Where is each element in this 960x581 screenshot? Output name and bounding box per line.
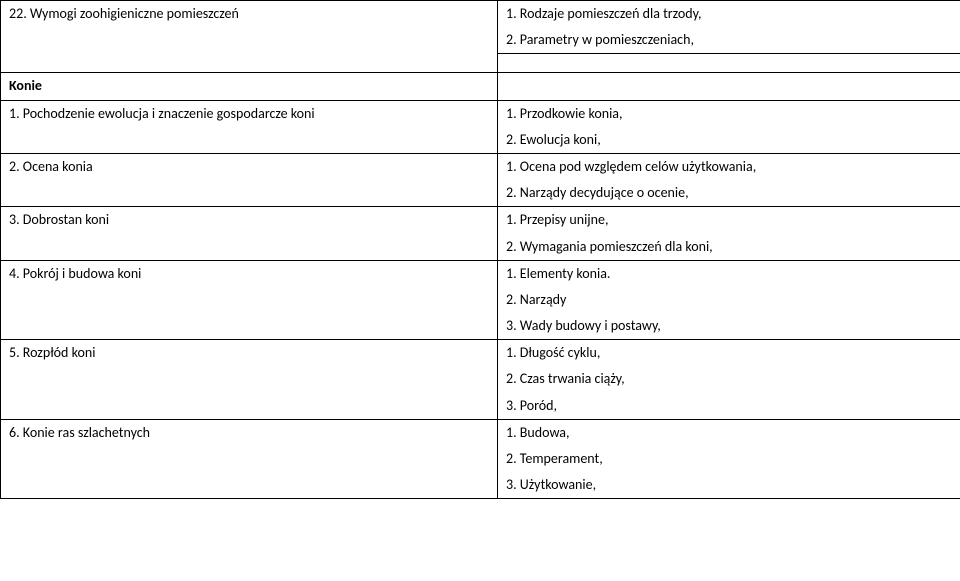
detail-line: 1. Długość cyklu, <box>506 344 600 361</box>
detail-line: 1. Przodkowie konia, <box>506 105 622 122</box>
detail-line: 1. Budowa, <box>506 424 570 441</box>
detail-line: 3. Użytkowanie, <box>506 476 596 493</box>
syllabus-table: 22. Wymogi zoohigieniczne pomieszczeń 1.… <box>0 0 960 499</box>
detail-line: 2. Parametry w pomieszczeniach, <box>506 31 694 48</box>
detail-line: 2. Narządy <box>506 291 566 308</box>
row-detail-empty <box>498 54 960 73</box>
row-topic: 4. Pokrój i budowa koni <box>1 260 498 340</box>
row-detail: 1. Przodkowie konia, 2. Ewolucja koni, <box>498 100 960 153</box>
detail-line: 3. Poród, <box>506 397 557 414</box>
table-row: 4. Pokrój i budowa koni 1. Elementy koni… <box>1 260 960 340</box>
detail-line: 2. Ewolucja koni, <box>506 131 601 148</box>
row-topic: 1. Pochodzenie ewolucja i znaczenie gosp… <box>1 100 498 153</box>
row-topic: 2. Ocena konia <box>1 153 498 206</box>
detail-line: 2. Temperament, <box>506 450 603 467</box>
table-row: 5. Rozpłód koni 1. Długość cyklu, 2. Cza… <box>1 340 960 420</box>
row-detail: 1. Długość cyklu, 2. Czas trwania ciąży,… <box>498 340 960 420</box>
row-topic: 3. Dobrostan koni <box>1 207 498 260</box>
detail-line: 3. Wady budowy i postawy, <box>506 317 661 334</box>
detail-line: 1. Rodzaje pomieszczeń dla trzody, <box>506 5 701 22</box>
row-detail-empty <box>498 73 960 100</box>
row-detail: 1. Budowa, 2. Temperament, 3. Użytkowani… <box>498 419 960 499</box>
detail-line: 2. Czas trwania ciąży, <box>506 370 625 387</box>
table-row: 3. Dobrostan koni 1. Przepisy unijne, 2.… <box>1 207 960 260</box>
row-topic: 6. Konie ras szlachetnych <box>1 419 498 499</box>
row-topic: 22. Wymogi zoohigieniczne pomieszczeń <box>1 1 498 73</box>
row-detail: 1. Przepisy unijne, 2. Wymagania pomiesz… <box>498 207 960 260</box>
row-detail: 1. Elementy konia. 2. Narządy 3. Wady bu… <box>498 260 960 340</box>
detail-line: 2. Narządy decydujące o ocenie, <box>506 184 689 201</box>
detail-line: 1. Elementy konia. <box>506 265 610 282</box>
table-row: 1. Pochodzenie ewolucja i znaczenie gosp… <box>1 100 960 153</box>
table-row: 2. Ocena konia 1. Ocena pod względem cel… <box>1 153 960 206</box>
table-row: 6. Konie ras szlachetnych 1. Budowa, 2. … <box>1 419 960 499</box>
row-topic: 5. Rozpłód koni <box>1 340 498 420</box>
detail-line: 1. Przepisy unijne, <box>506 211 608 228</box>
row-detail: 1. Rodzaje pomieszczeń dla trzody, 2. Pa… <box>498 1 960 54</box>
detail-line: 2. Wymagania pomieszczeń dla koni, <box>506 238 713 255</box>
row-detail: 1. Ocena pod względem celów użytkowania,… <box>498 153 960 206</box>
section-header: Konie <box>1 73 498 100</box>
section-row: Konie <box>1 73 960 100</box>
table-row: 22. Wymogi zoohigieniczne pomieszczeń 1.… <box>1 1 960 54</box>
detail-line: 1. Ocena pod względem celów użytkowania, <box>506 158 756 175</box>
